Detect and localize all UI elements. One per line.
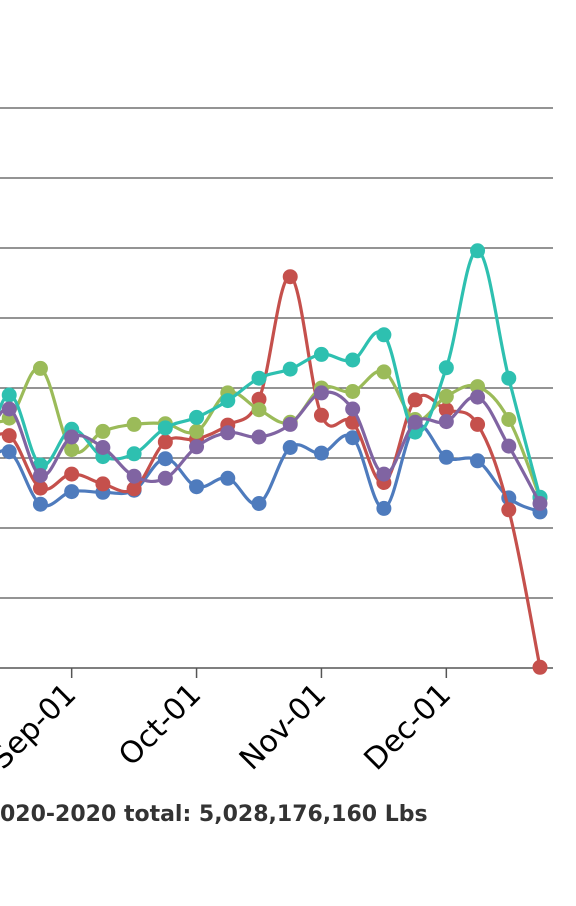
data-point[interactable] (501, 438, 517, 454)
data-point[interactable] (470, 379, 486, 395)
x-tick-label: Sep-01 (0, 677, 83, 776)
series-line (0, 423, 541, 514)
grid-lines (0, 107, 553, 599)
data-point[interactable] (470, 416, 486, 432)
data-point[interactable] (438, 414, 454, 430)
data-point[interactable] (126, 481, 142, 497)
data-point[interactable] (95, 423, 111, 439)
data-point[interactable] (282, 361, 298, 377)
series-2 (0, 269, 548, 675)
data-point[interactable] (64, 442, 80, 458)
data-point[interactable] (64, 484, 80, 500)
data-point[interactable] (157, 470, 173, 486)
data-point[interactable] (501, 412, 517, 427)
data-point[interactable] (95, 476, 111, 492)
data-point[interactable] (470, 389, 486, 405)
data-point[interactable] (407, 392, 423, 408)
data-point[interactable] (345, 384, 361, 399)
data-point[interactable] (501, 502, 517, 518)
series-5 (0, 385, 548, 511)
series-4 (0, 243, 548, 505)
data-point[interactable] (251, 496, 267, 511)
series-1 (0, 419, 548, 520)
data-point[interactable] (376, 327, 392, 343)
data-point[interactable] (251, 370, 267, 386)
data-point[interactable] (282, 440, 298, 455)
data-point[interactable] (157, 420, 173, 436)
data-point[interactable] (407, 414, 423, 430)
data-point[interactable] (313, 346, 329, 362)
data-point[interactable] (345, 430, 361, 446)
data-point[interactable] (1, 387, 17, 403)
data-point[interactable] (189, 409, 205, 425)
data-point[interactable] (220, 393, 236, 409)
data-point[interactable] (501, 370, 517, 386)
data-point[interactable] (220, 425, 236, 441)
data-point[interactable] (438, 449, 454, 465)
data-point[interactable] (251, 391, 267, 407)
x-tick-label: Nov-01 (233, 677, 333, 777)
data-point[interactable] (1, 428, 17, 444)
data-point[interactable] (220, 470, 236, 486)
data-point[interactable] (438, 402, 454, 418)
data-point[interactable] (376, 500, 392, 516)
data-point[interactable] (470, 243, 486, 259)
x-axis: Sep-01 Oct-01 Nov-01 Dec-01 (0, 667, 553, 777)
data-point[interactable] (32, 480, 48, 496)
data-point[interactable] (64, 466, 80, 482)
data-point[interactable] (126, 446, 142, 462)
data-point[interactable] (189, 423, 205, 439)
data-point[interactable] (532, 496, 548, 511)
data-point[interactable] (282, 269, 298, 285)
data-point[interactable] (189, 439, 205, 455)
data-point[interactable] (376, 466, 392, 482)
data-point[interactable] (32, 468, 48, 483)
data-point[interactable] (438, 360, 454, 376)
data-point[interactable] (251, 402, 267, 418)
series-group (0, 243, 548, 675)
data-point[interactable] (157, 451, 173, 467)
data-point[interactable] (64, 429, 80, 445)
data-point[interactable] (157, 434, 173, 450)
data-point[interactable] (32, 457, 48, 473)
data-point[interactable] (345, 352, 361, 368)
data-point[interactable] (532, 659, 548, 675)
data-point[interactable] (313, 407, 329, 423)
data-point[interactable] (126, 468, 142, 484)
data-point[interactable] (470, 453, 486, 469)
data-point[interactable] (313, 445, 329, 461)
data-point[interactable] (313, 385, 329, 401)
data-point[interactable] (1, 444, 17, 460)
data-point[interactable] (126, 416, 142, 432)
x-tick-label: Dec-01 (358, 677, 458, 777)
x-tick-label: Oct-01 (112, 677, 208, 773)
data-point[interactable] (189, 479, 205, 495)
data-point[interactable] (438, 388, 454, 404)
data-point[interactable] (32, 360, 48, 376)
data-point[interactable] (251, 429, 267, 445)
total-caption: 020-2020 total: 5,028,176,160 Lbs (0, 802, 428, 827)
data-point[interactable] (282, 416, 298, 432)
data-point[interactable] (376, 364, 392, 380)
series-line (0, 275, 542, 668)
data-point[interactable] (32, 496, 48, 512)
data-point[interactable] (345, 401, 361, 417)
data-point[interactable] (95, 440, 111, 455)
data-point[interactable] (1, 401, 17, 417)
